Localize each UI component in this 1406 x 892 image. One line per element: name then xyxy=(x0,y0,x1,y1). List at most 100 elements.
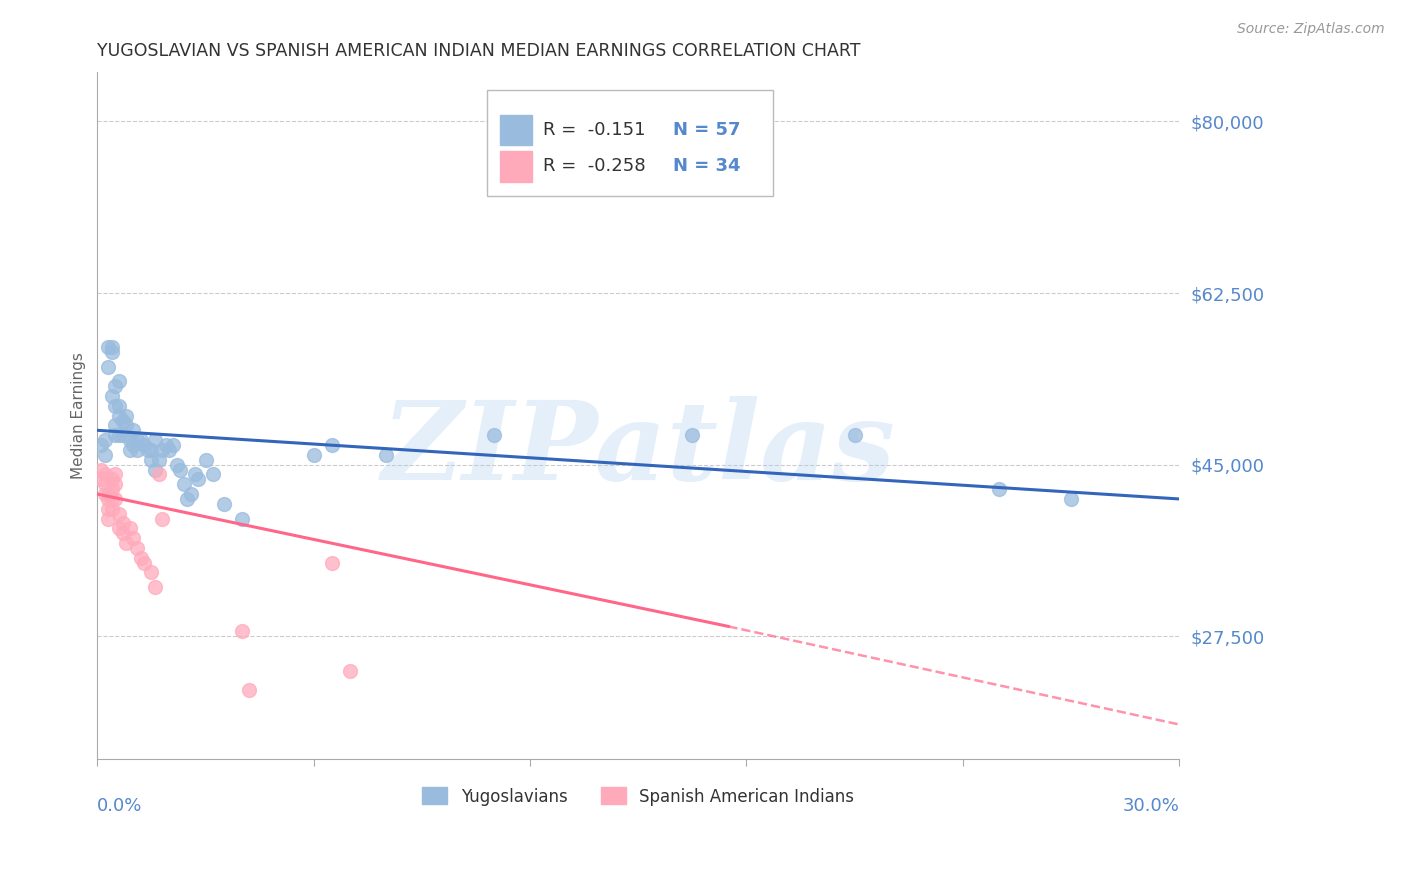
Point xyxy=(100,389,122,403)
Point xyxy=(302,448,325,462)
Point xyxy=(111,413,134,427)
Text: N = 34: N = 34 xyxy=(673,157,741,175)
Point xyxy=(104,428,127,442)
Point xyxy=(111,526,134,541)
Point xyxy=(169,462,191,476)
Point xyxy=(118,521,141,535)
Point xyxy=(90,462,112,476)
Point xyxy=(100,491,122,506)
Point xyxy=(125,541,148,555)
Point xyxy=(118,433,141,447)
Point xyxy=(108,507,131,521)
Point xyxy=(134,556,156,570)
Point xyxy=(104,418,127,433)
Point xyxy=(111,516,134,531)
Point xyxy=(155,438,177,452)
Point xyxy=(321,556,343,570)
Point xyxy=(97,359,120,374)
Point xyxy=(374,448,396,462)
Point xyxy=(97,340,120,354)
Point xyxy=(987,482,1010,496)
Point xyxy=(125,433,148,447)
Point xyxy=(143,580,166,594)
Point xyxy=(100,472,122,486)
Point xyxy=(122,423,145,437)
Point xyxy=(100,340,122,354)
Point xyxy=(97,491,120,506)
Point xyxy=(122,531,145,545)
Point xyxy=(100,344,122,359)
Point xyxy=(100,482,122,496)
Point xyxy=(201,467,224,482)
Text: R =  -0.151: R = -0.151 xyxy=(543,121,645,139)
Point xyxy=(148,452,170,467)
Point xyxy=(176,491,198,506)
Point xyxy=(108,374,131,388)
Point xyxy=(183,467,205,482)
Point xyxy=(162,438,184,452)
Point xyxy=(180,487,202,501)
Legend: Yugoslavians, Spanish American Indians: Yugoslavians, Spanish American Indians xyxy=(416,780,860,813)
Point xyxy=(844,428,866,442)
Point xyxy=(159,442,181,457)
Point xyxy=(141,452,163,467)
Point xyxy=(104,477,127,491)
Point xyxy=(97,501,120,516)
Point xyxy=(321,438,343,452)
Bar xyxy=(499,114,533,145)
Point xyxy=(108,409,131,423)
Point xyxy=(231,511,253,525)
Point xyxy=(187,472,209,486)
Text: ZIPatlas: ZIPatlas xyxy=(381,396,896,504)
Text: 30.0%: 30.0% xyxy=(1122,797,1180,814)
Point xyxy=(90,472,112,486)
Point xyxy=(231,624,253,639)
Point xyxy=(111,428,134,442)
Point xyxy=(129,433,152,447)
Point xyxy=(136,442,159,457)
Point xyxy=(143,433,166,447)
Point xyxy=(108,521,131,535)
Point xyxy=(129,550,152,565)
Y-axis label: Median Earnings: Median Earnings xyxy=(72,352,86,479)
Point xyxy=(104,379,127,393)
Point xyxy=(93,477,115,491)
Point xyxy=(115,536,138,550)
Point xyxy=(115,409,138,423)
Point xyxy=(90,438,112,452)
Point xyxy=(150,511,173,525)
Text: 0.0%: 0.0% xyxy=(97,797,143,814)
Point xyxy=(134,438,156,452)
Point xyxy=(339,664,361,678)
Bar xyxy=(499,151,533,182)
FancyBboxPatch shape xyxy=(486,89,773,196)
Point xyxy=(681,428,703,442)
Text: R =  -0.258: R = -0.258 xyxy=(543,157,645,175)
Point xyxy=(150,442,173,457)
Text: YUGOSLAVIAN VS SPANISH AMERICAN INDIAN MEDIAN EARNINGS CORRELATION CHART: YUGOSLAVIAN VS SPANISH AMERICAN INDIAN M… xyxy=(97,42,860,60)
Point xyxy=(173,477,195,491)
Point xyxy=(93,448,115,462)
Point xyxy=(104,491,127,506)
Point xyxy=(104,399,127,413)
Point xyxy=(125,442,148,457)
Point xyxy=(166,458,188,472)
Point xyxy=(141,442,163,457)
Point xyxy=(93,467,115,482)
Point xyxy=(194,452,217,467)
Point xyxy=(104,467,127,482)
Point xyxy=(115,418,138,433)
Point xyxy=(93,433,115,447)
Point xyxy=(143,462,166,476)
Point xyxy=(482,428,505,442)
Text: N = 57: N = 57 xyxy=(673,121,741,139)
Point xyxy=(100,501,122,516)
Point xyxy=(212,497,235,511)
Point xyxy=(141,566,163,580)
Point xyxy=(122,438,145,452)
Text: Source: ZipAtlas.com: Source: ZipAtlas.com xyxy=(1237,22,1385,37)
Point xyxy=(148,467,170,482)
Point xyxy=(108,428,131,442)
Point xyxy=(97,511,120,525)
Point xyxy=(93,487,115,501)
